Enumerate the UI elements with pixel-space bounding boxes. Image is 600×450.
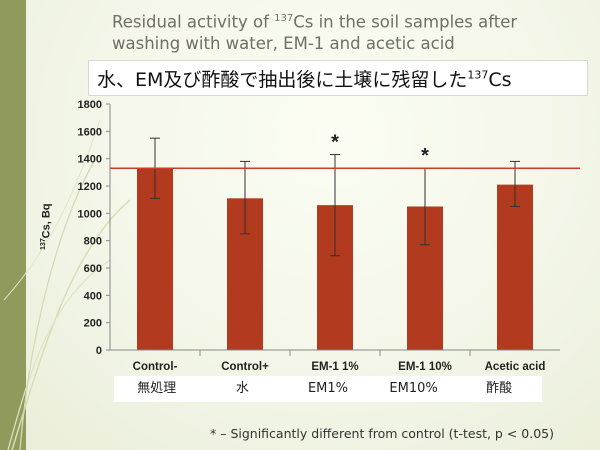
jp-title-sup: 137: [467, 68, 489, 82]
significance-marks: **: [331, 132, 429, 168]
jp-label: 酢酸: [486, 381, 513, 396]
y-tick-label: 1600: [78, 126, 102, 138]
y-tick-label: 1800: [78, 99, 102, 111]
y-tick-label: 600: [84, 263, 102, 275]
error-bars: [150, 137, 520, 257]
y-axis-label: 137Cs, Bq: [40, 203, 53, 250]
y-tick-label: 800: [84, 236, 102, 248]
significance-mark: *: [331, 132, 339, 154]
y-tick-label: 1200: [78, 181, 102, 193]
y-axis-label-sup: 137: [40, 238, 47, 250]
footnote: * – Significantly different from control…: [210, 426, 554, 441]
jp-title-post: Cs: [488, 69, 512, 91]
bar: [497, 184, 533, 350]
jp-label: 水: [235, 381, 249, 396]
x-category-label: EM-1 1%: [311, 361, 358, 373]
y-tick-label: 400: [84, 290, 102, 302]
x-category-label: Control-: [133, 361, 178, 373]
subtitle-text-b: Cs in the soil samples after: [293, 12, 518, 32]
subtitle-text-a: Residual activity of: [112, 12, 275, 32]
y-axis-label-text: Cs, Bq: [40, 203, 53, 239]
jp-category-labels: 無処理 水 EM1% EM10% 酢酸: [114, 376, 542, 402]
jp-title: 水、EM及び酢酸で抽出後に土壌に残留した137Cs: [97, 65, 512, 92]
decorative-grass-lines: [3, 119, 131, 450]
x-category-label: Acetic acid: [485, 361, 546, 373]
subtitle-line-1: Residual activity of 137Cs in the soil s…: [112, 8, 582, 33]
y-tick-label: 1400: [78, 154, 102, 166]
jp-label: EM1%: [307, 381, 349, 396]
chart-subtitle: Residual activity of 137Cs in the soil s…: [112, 8, 582, 54]
x-category-label: EM-1 10%: [398, 361, 452, 373]
jp-title-box: 水、EM及び酢酸で抽出後に土壌に残留した137Cs: [88, 60, 588, 96]
bar: [137, 168, 173, 350]
significance-mark: *: [421, 145, 429, 167]
y-tick-label: 0: [96, 345, 102, 357]
left-accent-strip: [0, 0, 26, 450]
jp-title-text: 水、EM及び酢酸で抽出後に土壌に残留した: [97, 69, 468, 91]
axes: [109, 104, 560, 351]
y-tick-label: 200: [84, 318, 102, 330]
subtitle-line-2: washing with water, EM-1 and acetic acid: [112, 33, 455, 53]
y-tick-label: 1000: [78, 208, 102, 220]
jp-label: 無処理: [137, 381, 177, 396]
subtitle-isotope-sup: 137: [274, 13, 294, 24]
x-category-label: Control+: [221, 361, 269, 373]
y-axis-ticks: 0 200 400 600 800 1000 1200 1400 1600 1800: [78, 99, 110, 357]
x-axis-categories: Control- Control+ EM-1 1% EM-1 10% Acetic ac…: [133, 350, 546, 373]
jp-label: EM10%: [389, 381, 438, 396]
